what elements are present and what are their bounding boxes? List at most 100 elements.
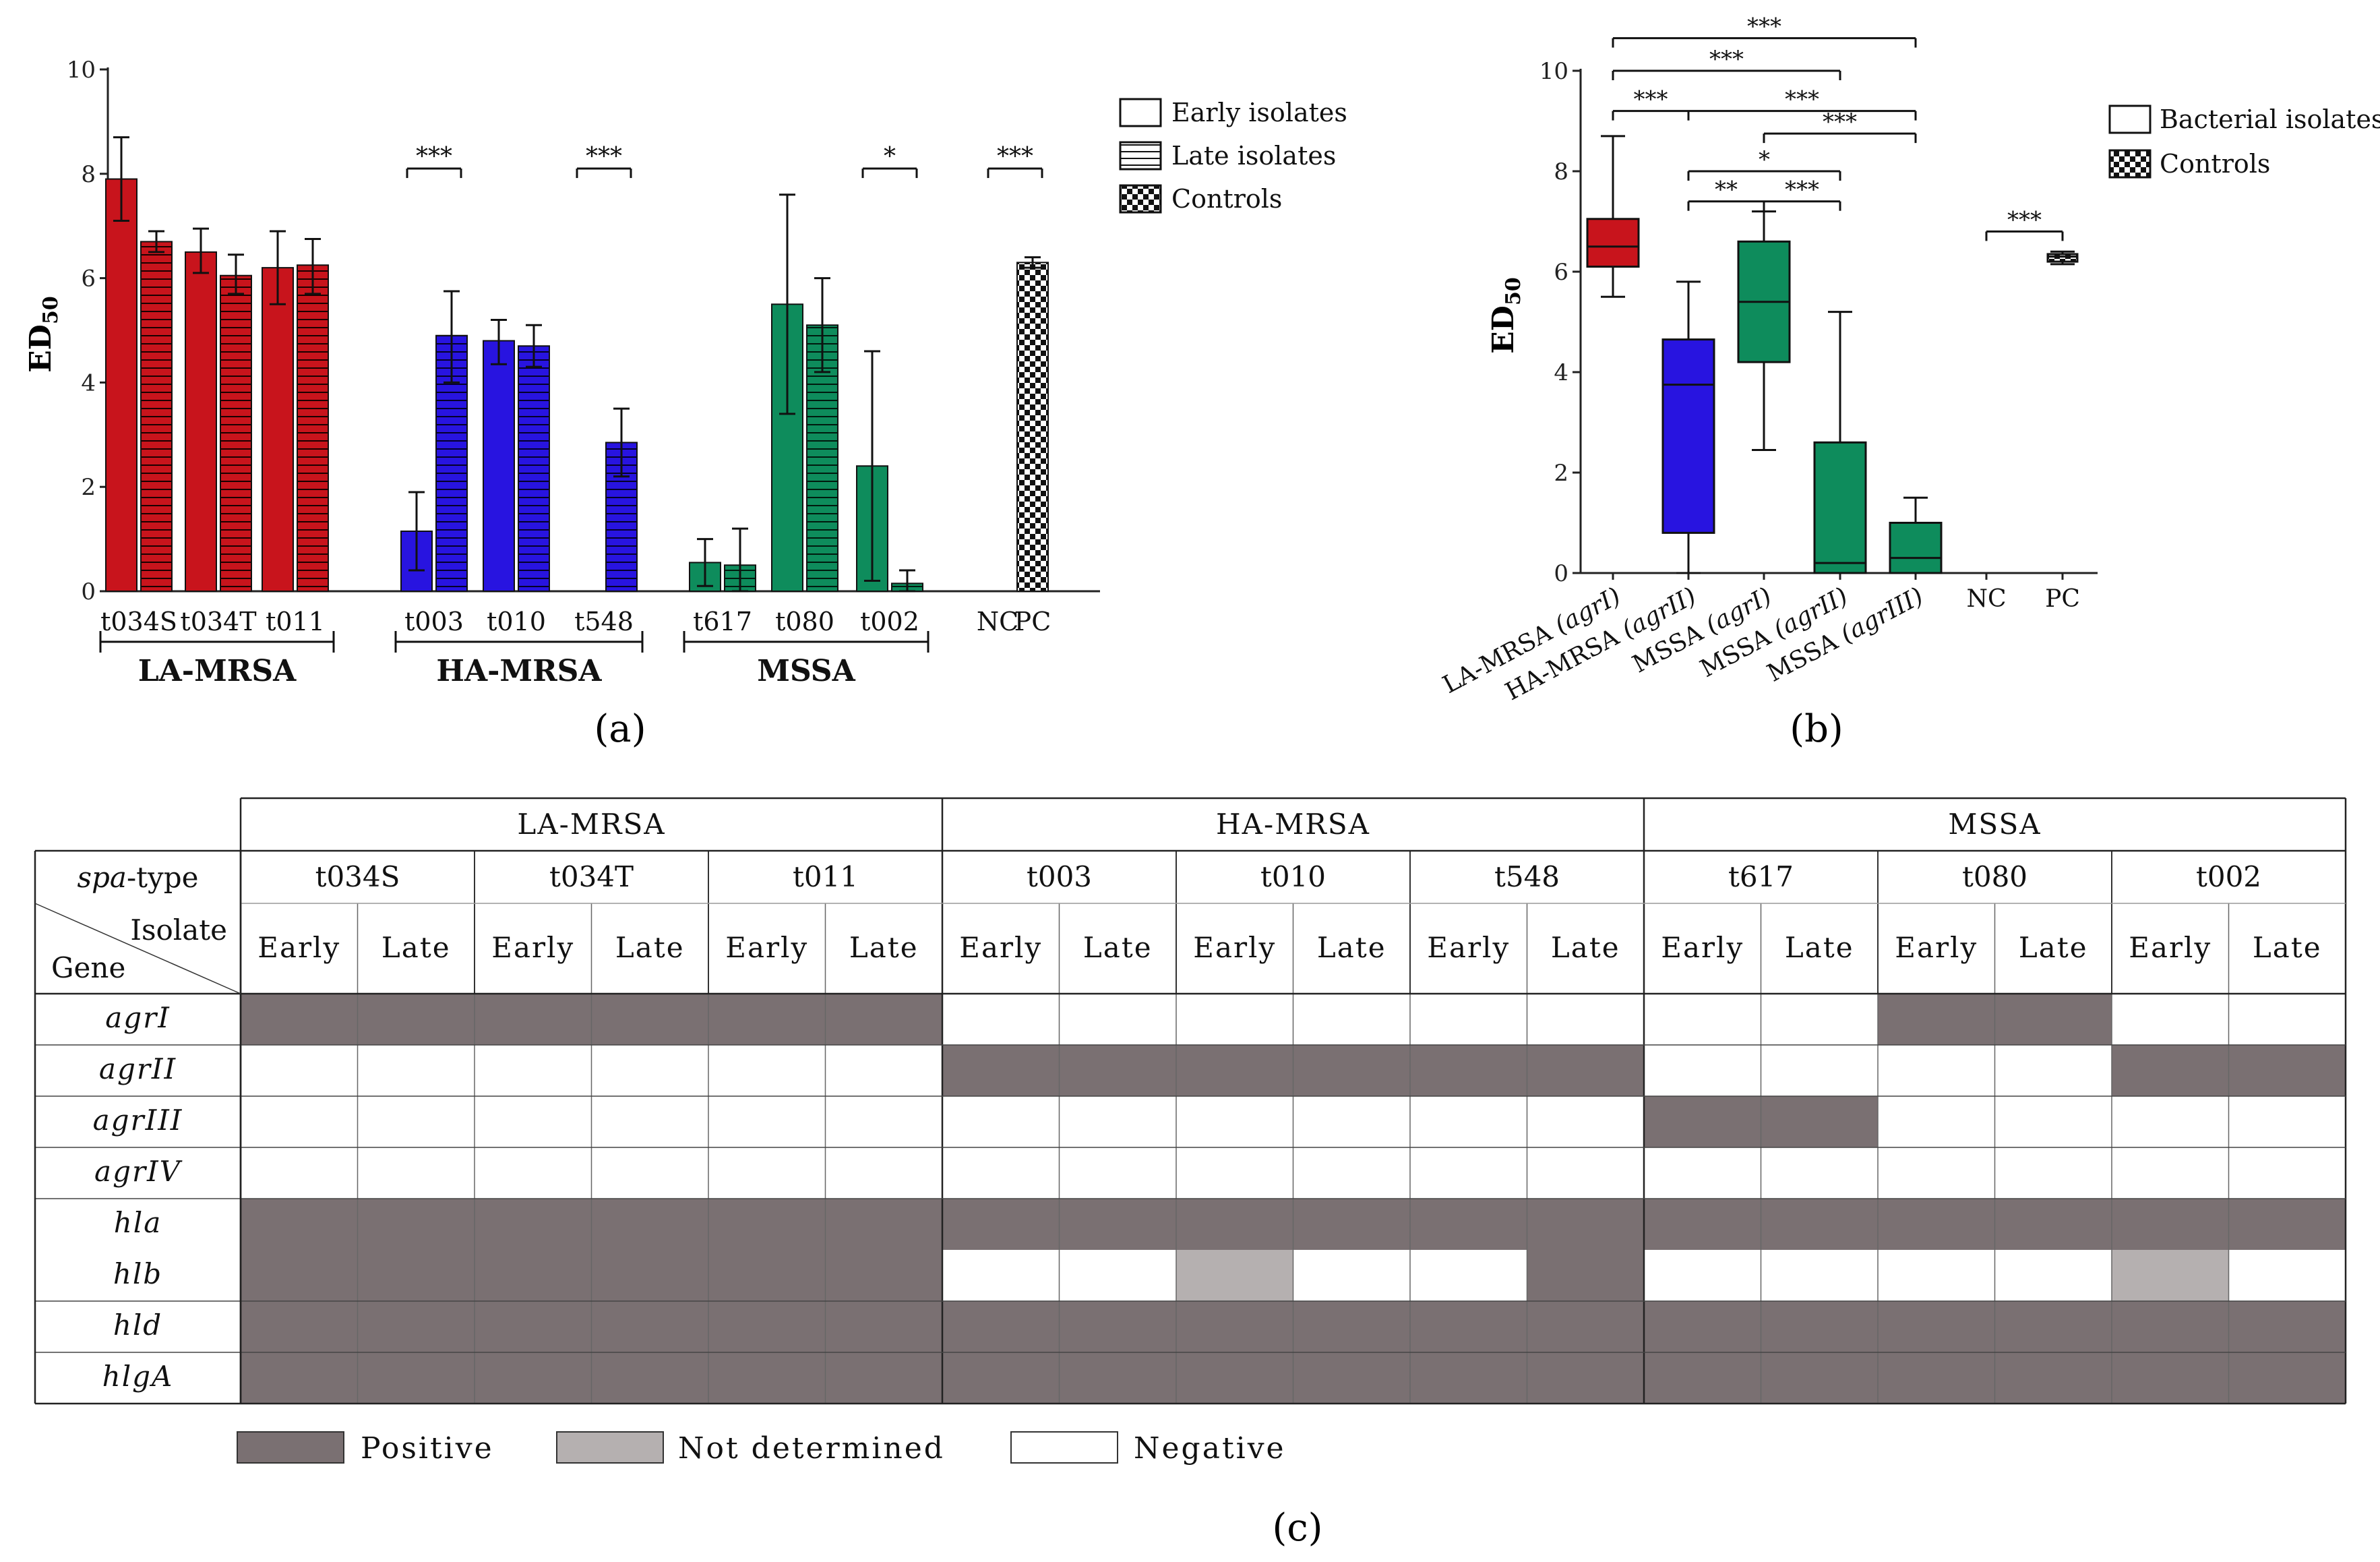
gene-cell (1761, 994, 1878, 1045)
gene-cell (1059, 994, 1176, 1045)
gene-cell (942, 1352, 1060, 1404)
gene-cell (1527, 1352, 1644, 1404)
y-tick-label: 10 (1539, 58, 1568, 85)
gene-cell (591, 1096, 708, 1147)
stage-label: Late (1785, 931, 1854, 964)
corner-diagonal (34, 903, 241, 994)
gene-cell (1527, 1096, 1644, 1147)
gene-cell (1410, 1096, 1527, 1147)
gene-cell (1994, 1147, 2112, 1199)
bar-chart-significance: *** *** * *** (406, 143, 1043, 179)
significance-label: *** (1634, 86, 1668, 113)
x-tick-label: t011 (266, 607, 325, 636)
gene-cell (2112, 1096, 2229, 1147)
legend-swatch (2108, 149, 2152, 179)
gene-label: hla (114, 1206, 162, 1239)
gene-cell (1644, 1199, 1761, 1250)
gene-cell (1761, 1352, 1878, 1404)
gene-cell (942, 994, 1060, 1045)
gene-cell (1644, 1147, 1761, 1199)
gene-cell (357, 1301, 475, 1352)
gene-cell (1293, 1250, 1410, 1301)
gene-cell (1410, 994, 1527, 1045)
gene-cell (825, 1250, 942, 1301)
gene-cell (475, 1096, 592, 1147)
gene-cell (825, 1096, 942, 1147)
stage-label: Early (1661, 931, 1744, 964)
gene-cell (1994, 1352, 2112, 1404)
legend-label: Late isolates (1171, 141, 1336, 171)
spa-type-label: t080 (1962, 860, 2027, 893)
gene-cell (1176, 1096, 1293, 1147)
gene-cell (2112, 1352, 2229, 1404)
y-tick-label: 4 (81, 369, 96, 396)
significance-label: ** (1715, 177, 1738, 204)
x-tick-label: PC (1014, 607, 1051, 636)
stage-label: Late (615, 931, 685, 964)
box-plot-significance: ********* ********* ****** (1612, 13, 2064, 241)
gene-cell (1059, 1250, 1176, 1301)
gene-cell (1761, 1301, 1878, 1352)
gene-cell (1410, 1147, 1527, 1199)
spa-type-label: t010 (1260, 860, 1326, 893)
legend-swatch (1119, 184, 1162, 214)
spa-italic: spa (77, 861, 126, 894)
gene-label: hlb (113, 1257, 162, 1290)
gene-cell (475, 1147, 592, 1199)
gene-cell (241, 1301, 358, 1352)
gene-cell (1176, 1199, 1293, 1250)
gene-cell (942, 1250, 1060, 1301)
legend-swatch (2108, 104, 2152, 134)
legend-label: Controls (2160, 149, 2270, 179)
box (2046, 253, 2079, 263)
y-tick-label: 10 (67, 57, 96, 84)
gene-cell (1293, 1301, 1410, 1352)
legend-label: Negative (1134, 1431, 1286, 1466)
y-tick-label: 2 (1554, 460, 1568, 487)
gene-cell (2112, 994, 2229, 1045)
spa-type-label: t003 (1027, 860, 1092, 893)
gene-cell (1761, 1250, 1878, 1301)
gene-cell (708, 1147, 826, 1199)
bar (483, 340, 515, 592)
stage-label: Late (382, 931, 451, 964)
group-label: HA-MRSA (436, 654, 602, 688)
gene-cell (241, 1096, 358, 1147)
gene-label: agrI (105, 1001, 171, 1034)
gene-label: agrII (99, 1052, 177, 1085)
gene-cell (1410, 1199, 1527, 1250)
gene-cell (1878, 1301, 1995, 1352)
gene-cell (1878, 1045, 1995, 1096)
y-tick-label: 6 (1554, 259, 1568, 286)
gene-cell (1878, 1199, 1995, 1250)
gene-cell (241, 1250, 358, 1301)
bar (1016, 262, 1049, 592)
legend-label: Not determined (678, 1431, 945, 1466)
group-header: MSSA (1948, 808, 2041, 841)
gene-cell (1994, 1045, 2112, 1096)
gene-cell (1644, 1301, 1761, 1352)
stage-label: Early (1895, 931, 1978, 964)
gene-cell (1527, 1250, 1644, 1301)
gene-cell (942, 1199, 1060, 1250)
gene-cell (241, 1352, 358, 1404)
gene-cell (825, 1045, 942, 1096)
gene-cell (2228, 1301, 2346, 1352)
gene-cell (357, 994, 475, 1045)
y-tick-label: 2 (81, 474, 96, 501)
gene-cell (825, 1301, 942, 1352)
x-tick-label: t548 (574, 607, 634, 636)
gene-cell (708, 1250, 826, 1301)
gene-cell (1410, 1045, 1527, 1096)
gene-cell (1176, 1045, 1293, 1096)
gene-cell (2228, 1147, 2346, 1199)
gene-cell (1878, 1147, 1995, 1199)
gene-cell (475, 994, 592, 1045)
x-tick-label: t034T (180, 607, 256, 636)
gene-cell (2112, 1147, 2229, 1199)
legend-swatch (237, 1431, 344, 1464)
bar-chart-bars (105, 136, 1049, 593)
y-tick-label: 0 (81, 578, 96, 605)
bar (105, 178, 138, 593)
